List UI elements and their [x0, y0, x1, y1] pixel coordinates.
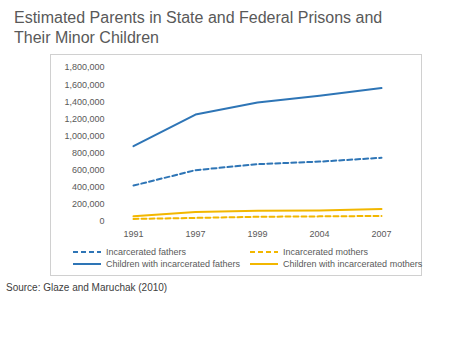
svg-text:600,000: 600,000 [72, 165, 105, 175]
svg-text:200,000: 200,000 [72, 199, 105, 209]
html-text:Estimated Parents in State and: Estimated Parents in State and Federal P… [14, 9, 383, 46]
svg-text:400,000: 400,000 [72, 182, 105, 192]
html-text:Children with incarcerated fat: Children with incarcerated fathers [106, 259, 241, 269]
html-text:Incarcerated mothers: Incarcerated mothers [283, 247, 369, 257]
svg-text:1,600,000: 1,600,000 [64, 79, 104, 89]
svg-text:2004: 2004 [309, 229, 329, 239]
svg-text:800,000: 800,000 [72, 148, 105, 158]
html-text:Incarcerated fathers: Incarcerated fathers [106, 247, 186, 257]
svg-text:1,400,000: 1,400,000 [64, 97, 104, 107]
svg-text:1,200,000: 1,200,000 [64, 114, 104, 124]
html-text:Source: Glaze and Maruchak (20: Source: Glaze and Maruchak (2010) [6, 282, 168, 293]
svg-text:1,000,000: 1,000,000 [64, 131, 104, 141]
svg-text:0: 0 [99, 216, 104, 226]
svg-text:1999: 1999 [247, 229, 267, 239]
svg-text:1991: 1991 [123, 229, 143, 239]
html-text:Children with incarcerated mot: Children with incarcerated mothers [283, 259, 423, 269]
svg-text:2007: 2007 [371, 229, 391, 239]
svg-text:1,800,000: 1,800,000 [64, 62, 104, 72]
svg-text:1997: 1997 [185, 229, 205, 239]
